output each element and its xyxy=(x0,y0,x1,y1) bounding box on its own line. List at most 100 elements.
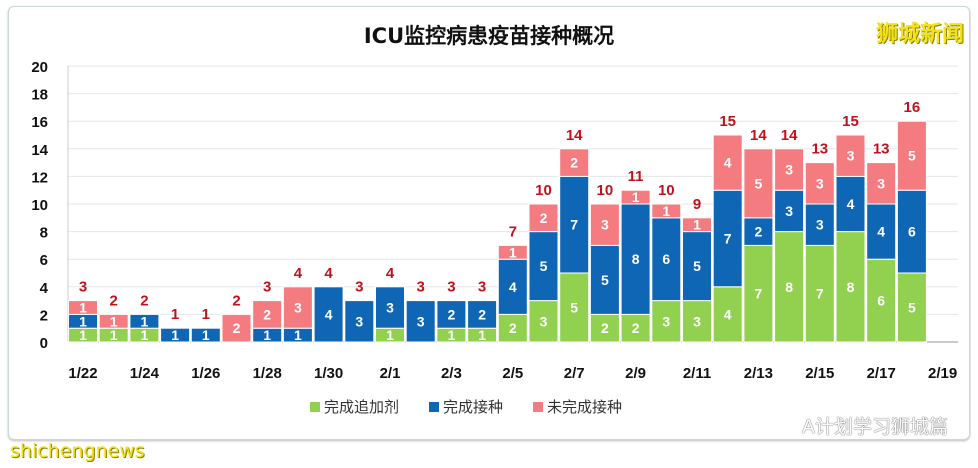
segment-label: 3 xyxy=(601,217,609,233)
segment-label: 3 xyxy=(785,162,793,178)
segment-label: 6 xyxy=(908,224,916,240)
bar-segment xyxy=(896,120,927,191)
x-tick-label: 1/26 xyxy=(191,365,220,382)
segment-label: 3 xyxy=(816,217,824,233)
segment-label: 4 xyxy=(847,196,855,212)
bar-segment xyxy=(98,313,129,329)
segment-label: 8 xyxy=(847,279,855,295)
segment-label: 7 xyxy=(724,231,732,247)
total-label: 14 xyxy=(781,127,798,144)
segment-label: 1 xyxy=(693,217,701,233)
bar-segment xyxy=(712,134,743,191)
x-tick-label: 2/9 xyxy=(625,365,646,382)
segment-label: 1 xyxy=(110,313,118,329)
total-label: 4 xyxy=(294,265,303,282)
legend-item-vaccinated: 完成接种 xyxy=(429,396,503,417)
segment-label: 1 xyxy=(263,327,271,343)
legend-item-unvaccinated: 未完成接种 xyxy=(533,396,622,417)
segment-label: 4 xyxy=(325,306,333,322)
segment-label: 1 xyxy=(141,327,149,343)
bar-segment xyxy=(620,203,651,315)
y-tick-label: 4 xyxy=(40,280,49,297)
y-tick-label: 6 xyxy=(40,252,48,269)
total-label: 11 xyxy=(628,168,644,185)
total-label: 2 xyxy=(232,292,240,309)
x-tick-label: 2/15 xyxy=(805,365,834,382)
segment-label: 3 xyxy=(540,313,548,329)
bar-segment xyxy=(804,203,835,246)
total-label: 13 xyxy=(811,141,828,158)
bar-segment xyxy=(743,148,774,219)
bar-segment xyxy=(682,217,712,233)
segment-label: 7 xyxy=(816,286,824,302)
segment-label: 2 xyxy=(478,306,486,322)
bar-segment xyxy=(682,231,712,302)
x-tick-label: 1/28 xyxy=(253,365,282,382)
segment-label: 3 xyxy=(693,313,701,329)
segment-label: 2 xyxy=(755,224,763,240)
total-label: 3 xyxy=(263,279,271,296)
bar-segment xyxy=(866,203,897,260)
segment-label: 4 xyxy=(509,279,517,295)
bar-segment xyxy=(436,300,467,329)
segment-label: 6 xyxy=(877,293,885,309)
segment-label: 2 xyxy=(509,320,517,336)
segment-label: 5 xyxy=(755,175,763,191)
y-tick-label: 14 xyxy=(31,142,48,159)
segment-label: 5 xyxy=(570,300,578,316)
segment-label: 3 xyxy=(816,175,824,191)
bar-segment xyxy=(896,189,927,274)
bar-segment xyxy=(896,272,927,343)
x-tick-label: 2/1 xyxy=(380,365,401,382)
segment-label: 2 xyxy=(632,320,640,336)
total-label: 16 xyxy=(904,99,921,116)
segment-label: 3 xyxy=(294,300,302,316)
total-label: 10 xyxy=(597,182,614,199)
segment-label: 8 xyxy=(785,279,793,295)
total-label: 10 xyxy=(535,182,552,199)
segment-label: 3 xyxy=(386,300,394,316)
segment-label: 4 xyxy=(877,224,885,240)
bar-segment xyxy=(651,300,682,343)
segment-label: 1 xyxy=(509,244,517,260)
bar-segment xyxy=(497,313,528,343)
bar-segment xyxy=(559,148,590,177)
y-tick-label: 20 xyxy=(31,59,48,76)
total-label: 3 xyxy=(79,279,87,296)
bar-segment xyxy=(589,313,620,343)
segment-label: 1 xyxy=(79,327,87,343)
x-tick-label: 1/22 xyxy=(68,365,97,382)
segment-label: 1 xyxy=(79,313,87,329)
y-tick-label: 10 xyxy=(31,197,48,214)
total-label: 3 xyxy=(447,279,455,296)
bar-segment xyxy=(252,300,283,329)
legend-swatch xyxy=(310,401,320,412)
bar-segment xyxy=(620,189,651,205)
bar-segment xyxy=(866,258,897,343)
bar-segment xyxy=(743,217,774,246)
segment-label: 6 xyxy=(662,251,670,267)
segment-label: 7 xyxy=(755,286,763,302)
segment-label: 2 xyxy=(263,306,271,322)
segment-label: 1 xyxy=(202,327,210,343)
y-tick-label: 16 xyxy=(31,114,48,131)
x-tick-label: 2/5 xyxy=(502,365,523,382)
bar-segment xyxy=(528,231,559,302)
bar-segment xyxy=(405,300,436,343)
x-tick-label: 2/3 xyxy=(441,365,462,382)
x-tick-label: 2/7 xyxy=(564,365,585,382)
bar-segment xyxy=(221,313,252,343)
total-label: 3 xyxy=(355,279,363,296)
y-tick-label: 0 xyxy=(40,335,48,352)
bar-segment xyxy=(804,162,835,205)
legend-label: 完成追加剂 xyxy=(324,398,400,416)
bar-segment xyxy=(651,203,682,219)
x-tick-label: 1/24 xyxy=(130,365,160,382)
segment-label: 1 xyxy=(662,203,670,219)
x-tick-label: 2/11 xyxy=(683,365,711,382)
x-tick-label: 1/30 xyxy=(314,365,343,382)
segment-label: 1 xyxy=(294,327,302,343)
segment-label: 3 xyxy=(877,175,885,191)
segment-label: 2 xyxy=(540,210,548,226)
legend-label: 未完成接种 xyxy=(547,398,623,416)
